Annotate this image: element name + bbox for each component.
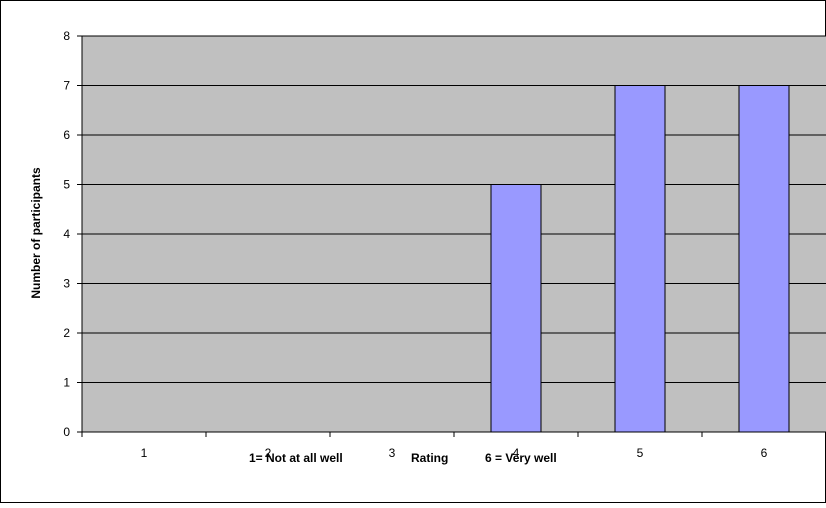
y-tick-label: 3 — [63, 277, 70, 291]
y-tick-label: 6 — [63, 128, 70, 142]
x-tick-label: 4 — [513, 446, 520, 460]
bar — [614, 85, 666, 433]
x-axis-title-right: 6 = Very well — [485, 451, 557, 465]
bar — [738, 85, 790, 433]
y-tick-label: 2 — [63, 326, 70, 340]
x-tick-label: 5 — [637, 446, 644, 460]
y-axis-title: Number of participants — [29, 167, 43, 299]
x-axis-title-left: 1= Not at all well — [249, 451, 343, 465]
y-tick-label: 5 — [63, 178, 70, 192]
x-tick-label: 3 — [389, 446, 396, 460]
x-tick-label: 6 — [761, 446, 768, 460]
x-tick-label: 2 — [265, 446, 272, 460]
x-axis-title-center: Rating — [411, 451, 448, 465]
y-tick-label: 7 — [63, 79, 70, 93]
y-tick-label: 8 — [63, 29, 70, 43]
bar — [490, 184, 542, 433]
plot-area: 0 1 2 3 4 5 6 7 8 1 2 3 4 5 6 — [63, 29, 826, 460]
x-tick-label: 1 — [141, 446, 148, 460]
y-tick-label: 1 — [63, 376, 70, 390]
y-tick-label: 0 — [63, 425, 70, 439]
y-tick-label: 4 — [63, 227, 70, 241]
